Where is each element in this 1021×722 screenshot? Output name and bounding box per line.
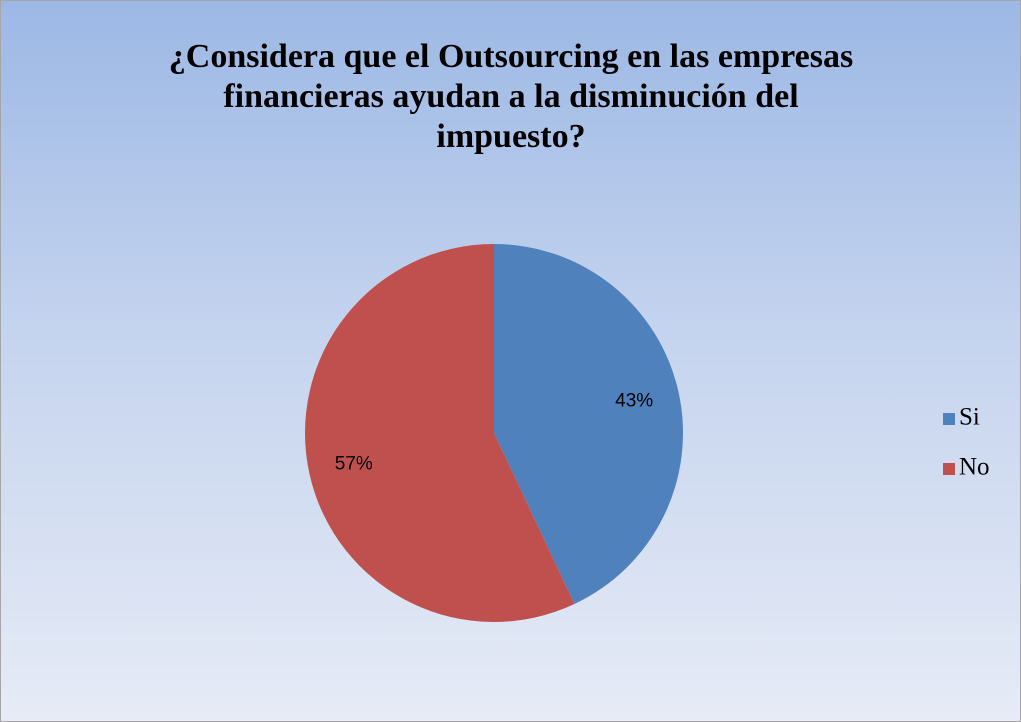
legend-swatch (943, 413, 955, 425)
data-label: 43% (615, 391, 653, 412)
chart-title: ¿Considera que el Outsourcing en las emp… (168, 38, 854, 155)
legend-label: Si (959, 404, 980, 431)
legend-label: No (959, 454, 990, 481)
legend-swatch (943, 463, 955, 475)
data-label: 57% (335, 453, 373, 474)
pie-slice (494, 244, 683, 605)
pie-slice (304, 243, 575, 622)
